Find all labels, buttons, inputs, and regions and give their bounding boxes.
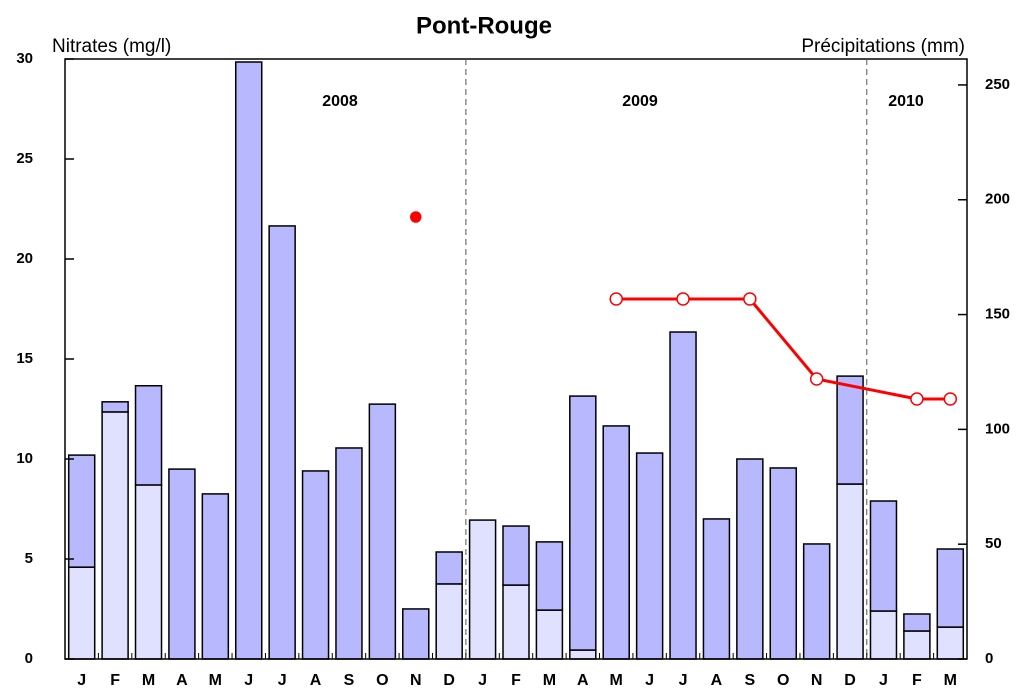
year-label: 2008 [322, 93, 358, 110]
y2-tick-label: 100 [985, 420, 1010, 437]
bar-segment [168, 468, 196, 660]
bar-segment [502, 525, 530, 586]
bar-segment [502, 584, 530, 660]
bar-segment [903, 630, 931, 660]
y-tick-label: 20 [16, 250, 33, 267]
x-tick-label: M [142, 672, 155, 689]
x-tick-label: F [511, 672, 521, 689]
bar-segment [736, 458, 764, 660]
y2-tick-label: 0 [985, 650, 993, 667]
x-tick-label: D [443, 672, 455, 689]
y2-tick-label: 200 [985, 191, 1010, 208]
x-tick-label: O [777, 672, 789, 689]
bar-segment [268, 225, 296, 660]
nitrate-point [910, 392, 924, 406]
x-tick-label: A [577, 672, 589, 689]
bar-segment [368, 403, 397, 660]
bar-segment [468, 519, 497, 660]
bar-segment [936, 626, 965, 660]
bar-segment [101, 401, 129, 413]
bar-segment [669, 331, 697, 660]
bar-segment [702, 518, 731, 660]
x-tick-label: J [478, 672, 487, 689]
bar-segment [869, 610, 898, 660]
bar-segment [769, 467, 798, 660]
bar-segment [903, 613, 931, 632]
x-tick-label: J [879, 672, 888, 689]
bar-segment [234, 61, 263, 660]
bar-segment [402, 608, 430, 660]
nitrate-point [743, 292, 757, 306]
nitrate-point [676, 292, 690, 306]
x-tick-label: F [912, 672, 922, 689]
nitrate-line [616, 297, 951, 401]
nitrate-point [809, 372, 824, 386]
bar-segment [869, 500, 898, 612]
x-tick-label: A [310, 672, 322, 689]
x-tick-label: M [209, 672, 222, 689]
bar-segment [569, 649, 597, 660]
x-tick-label: J [679, 672, 688, 689]
x-tick-label: A [176, 672, 188, 689]
bar-segment [435, 583, 463, 660]
y-tick-label: 25 [16, 150, 33, 167]
nitrate-point [410, 211, 422, 223]
x-tick-label: S [745, 672, 756, 689]
bar-segment [535, 541, 564, 611]
x-tick-label: F [110, 672, 120, 689]
bar-segment [101, 411, 129, 660]
x-tick-label: J [244, 672, 253, 689]
x-tick-label: M [944, 672, 957, 689]
bar-segment [435, 551, 463, 585]
bar-segment [67, 454, 96, 568]
bar-segment [602, 425, 630, 660]
x-tick-label: O [376, 672, 388, 689]
y-tick-label: 5 [25, 550, 33, 567]
y2-tick-label: 150 [985, 306, 1010, 323]
x-tick-label: A [711, 672, 723, 689]
bar-segment [802, 543, 831, 660]
x-tick-label: J [278, 672, 287, 689]
y-tick-label: 10 [16, 450, 33, 467]
y2-axis-title: Précipitations (mm) [801, 36, 965, 57]
y-tick-label: 15 [16, 350, 33, 367]
bar-segment [134, 484, 163, 660]
bar-segment [836, 483, 864, 660]
x-tick-label: S [344, 672, 355, 689]
bar-segment [635, 452, 664, 660]
y2-tick-label: 50 [985, 535, 1002, 552]
bar-segment [335, 447, 363, 660]
y-tick-label: 0 [25, 650, 33, 667]
nitrate-point [609, 292, 623, 306]
x-tick-label: M [610, 672, 623, 689]
x-tick-label: J [77, 672, 86, 689]
bar-segment [301, 470, 330, 660]
nitrate-point [943, 392, 958, 406]
chart-title: Pont-Rouge [416, 12, 552, 39]
x-tick-label: M [543, 672, 556, 689]
bar-segment [836, 375, 864, 485]
bar-segment [535, 609, 564, 660]
x-tick-label: J [645, 672, 654, 689]
bar-segment [569, 395, 597, 651]
x-tick-label: N [811, 672, 823, 689]
bar-segment [936, 548, 965, 628]
bar-segment [67, 566, 96, 660]
x-tick-label: D [844, 672, 856, 689]
x-tick-label: N [410, 672, 422, 689]
bar-segment [134, 385, 163, 486]
bar-segment [201, 493, 230, 660]
year-label: 2010 [888, 93, 924, 110]
year-label: 2009 [622, 93, 658, 110]
y-tick-label: 30 [16, 50, 33, 67]
y-axis-title: Nitrates (mg/l) [52, 36, 171, 57]
y2-tick-label: 250 [985, 76, 1010, 93]
